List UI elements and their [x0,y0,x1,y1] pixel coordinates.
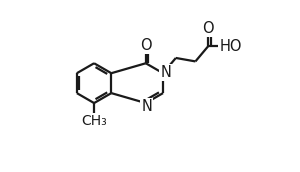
Text: CH₃: CH₃ [81,114,107,128]
Text: O: O [140,38,152,53]
Text: O: O [202,21,214,36]
Text: HO: HO [220,39,242,54]
Text: N: N [160,65,172,80]
Text: N: N [141,99,152,114]
